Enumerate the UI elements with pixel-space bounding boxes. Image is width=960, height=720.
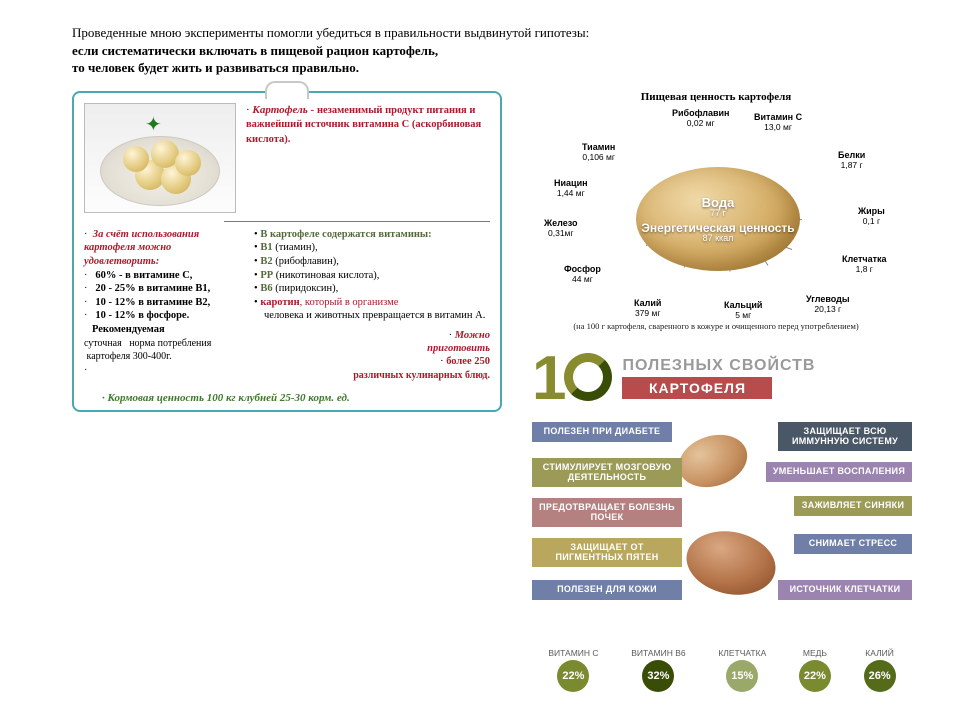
nutrition-note: (на 100 г картофеля, сваренного в кожуре… [520, 321, 912, 331]
infographic: 1 ПОЛЕЗНЫХ СВОЙСТВ КАРТОФЕЛЯ ПОЛЕЗЕН ПРИ… [532, 343, 912, 692]
nutrition-title: Пищевая ценность картофеля [520, 91, 912, 103]
kart-badge: КАРТОФЕЛЯ [622, 377, 772, 399]
benefit-box: СНИМАЕТ СТРЕСС [794, 534, 912, 554]
nut-label: Тиамин0,106 мг [582, 143, 615, 163]
nut-label: Клетчатка1,8 г [842, 255, 887, 275]
headline: · Картофель - незаменимый продукт питани… [246, 103, 490, 213]
info-panel: ✦ · Картофель - незаменимый продукт пита… [72, 91, 502, 412]
cook-block: · Можно приготовить · более 250 различны… [254, 329, 490, 382]
percent-bars: ВИТАМИН С22% ВИТАМИН В632% КЛЕТЧАТКА15% МЕД… [532, 648, 912, 692]
vitamins-block: • В картофеле содержатся витамины: • В1 … [254, 228, 490, 382]
percent-bar: ВИТАМИН С22% [548, 648, 598, 692]
potato-center: Вода 77 г Энергетическая ценность 87 кка… [636, 167, 800, 271]
benefit-box: ИСТОЧНИК КЛЕТЧАТКИ [778, 580, 912, 600]
norm: суточная норма потребления картофеля 300… [84, 338, 211, 363]
nutrition-diagram: Вода 77 г Энергетическая ценность 87 кка… [526, 107, 906, 317]
potato-small-2 [681, 523, 782, 602]
nut-label: Ниацин1,44 мг [554, 179, 588, 199]
nut-label: Фосфор44 мг [564, 265, 601, 285]
benefit-box: ЗАЩИЩАЕТ ВСЮ ИММУННУЮ СИСТЕМУ [778, 422, 912, 452]
nut-label: Витамин С13,0 мг [754, 113, 802, 133]
potato-small-1 [672, 426, 754, 495]
panel-tab [265, 81, 309, 99]
nut-label: Рибофлавин0,02 мг [672, 109, 729, 129]
feed-value: · Кормовая ценность 100 кг клубней 25-30… [102, 392, 490, 404]
ten-number: 1 [532, 343, 612, 414]
percent-bar: МЕДЬ22% [799, 648, 831, 692]
benefits-grid: ПОЛЕЗЕН ПРИ ДИАБЕТЕ СТИМУЛИРУЕТ МОЗГОВУЮ … [532, 422, 912, 642]
nut-label: Белки1,87 г [838, 151, 865, 171]
intro-line3: то человек будет жить и развиваться прав… [72, 60, 359, 75]
benefit-box: ЗАЖИВЛЯЕТ СИНЯКИ [794, 496, 912, 516]
percent-bar: КЛЕТЧАТКА15% [718, 648, 766, 692]
needs-block: · За счёт использования картофеля можно … [84, 228, 244, 382]
benefit-box: УМЕНЬШАЕТ ВОСПАЛЕНИЯ [766, 462, 912, 482]
percent-bar: КАЛИЙ26% [864, 648, 896, 692]
nut-label: Углеводы20,13 г [806, 295, 850, 315]
nut-label: Жиры0,1 г [858, 207, 885, 227]
benefit-box: ПРЕДОТВРАЩАЕТ БОЛЕЗНЬ ПОЧЕК [532, 498, 682, 528]
benefit-box: СТИМУЛИРУЕТ МОЗГОВУЮ ДЕЯТЕЛЬНОСТЬ [532, 458, 682, 488]
nut-label: Калий379 мг [634, 299, 661, 319]
benefit-box: ПОЛЕЗЕН ДЛЯ КОЖИ [532, 580, 682, 600]
info-head-line: ПОЛЕЗНЫХ СВОЙСТВ [622, 357, 912, 375]
intro-text: Проведенные мною эксперименты помогли уб… [72, 24, 912, 77]
intro-line1: Проведенные мною эксперименты помогли уб… [72, 25, 589, 40]
nut-label: Кальций5 мг [724, 301, 762, 321]
benefit-box: ЗАЩИЩАЕТ ОТ ПИГМЕНТНЫХ ПЯТЕН [532, 538, 682, 568]
intro-line2: если систематически включать в пищевой р… [72, 43, 438, 58]
potato-photo: ✦ [84, 103, 236, 213]
percent-bar: ВИТАМИН В632% [631, 648, 685, 692]
nut-label: Железо0,31мг [544, 219, 578, 239]
benefit-box: ПОЛЕЗЕН ПРИ ДИАБЕТЕ [532, 422, 672, 442]
